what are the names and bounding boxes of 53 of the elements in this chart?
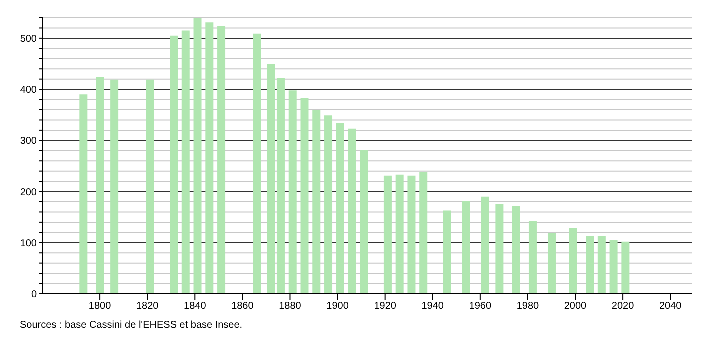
x-tick-label: 1900 <box>326 301 350 312</box>
bar <box>569 228 578 294</box>
x-tick-label: 1880 <box>279 301 302 312</box>
x-tick-label: 1940 <box>422 301 444 312</box>
bar <box>384 176 392 294</box>
bar <box>598 236 606 294</box>
bar <box>496 204 504 294</box>
bar <box>420 172 428 294</box>
y-tick-label: 200 <box>20 187 38 198</box>
bar <box>462 201 470 294</box>
x-tick-label: 1820 <box>136 301 160 312</box>
bar <box>218 26 226 294</box>
bar <box>548 233 556 294</box>
source-note: Sources : base Cassini de l'EHESS et base Insee. <box>20 320 244 331</box>
y-tick-label: 500 <box>20 34 38 45</box>
x-tick-label: 2040 <box>659 301 682 312</box>
bar <box>528 221 537 294</box>
bar <box>443 210 452 294</box>
bar <box>206 22 214 294</box>
x-tick-label: 1980 <box>516 301 540 312</box>
x-tick-label: 1840 <box>184 301 207 312</box>
bar <box>253 34 262 294</box>
bar <box>481 196 490 294</box>
y-tick-label: 400 <box>20 85 38 96</box>
bar <box>622 242 630 294</box>
bar <box>324 116 333 294</box>
x-tick-label: 2020 <box>612 301 635 312</box>
x-tick-label: 1960 <box>469 301 492 312</box>
bar <box>396 174 404 294</box>
y-tick-label: 100 <box>20 238 38 250</box>
x-tick-label: 1800 <box>88 301 112 312</box>
bar <box>182 30 190 294</box>
bar <box>170 36 178 294</box>
bar <box>512 206 520 294</box>
x-tick-label: 1860 <box>232 301 254 312</box>
y-tick-label: 300 <box>20 136 38 148</box>
bar <box>336 123 344 294</box>
y-tick-label: 0 <box>31 290 38 301</box>
bar <box>96 77 104 294</box>
x-tick-label: 2000 <box>564 301 588 312</box>
bar <box>348 128 356 294</box>
bar <box>610 240 618 294</box>
bar <box>146 80 154 294</box>
bar <box>194 18 202 294</box>
bar <box>312 110 321 294</box>
bar <box>586 236 594 294</box>
x-tick-label: 1920 <box>374 301 397 312</box>
bar <box>408 176 416 294</box>
bar <box>110 80 119 294</box>
bar <box>300 98 309 294</box>
bar <box>80 94 88 294</box>
bar <box>360 150 368 294</box>
bar <box>288 90 297 294</box>
